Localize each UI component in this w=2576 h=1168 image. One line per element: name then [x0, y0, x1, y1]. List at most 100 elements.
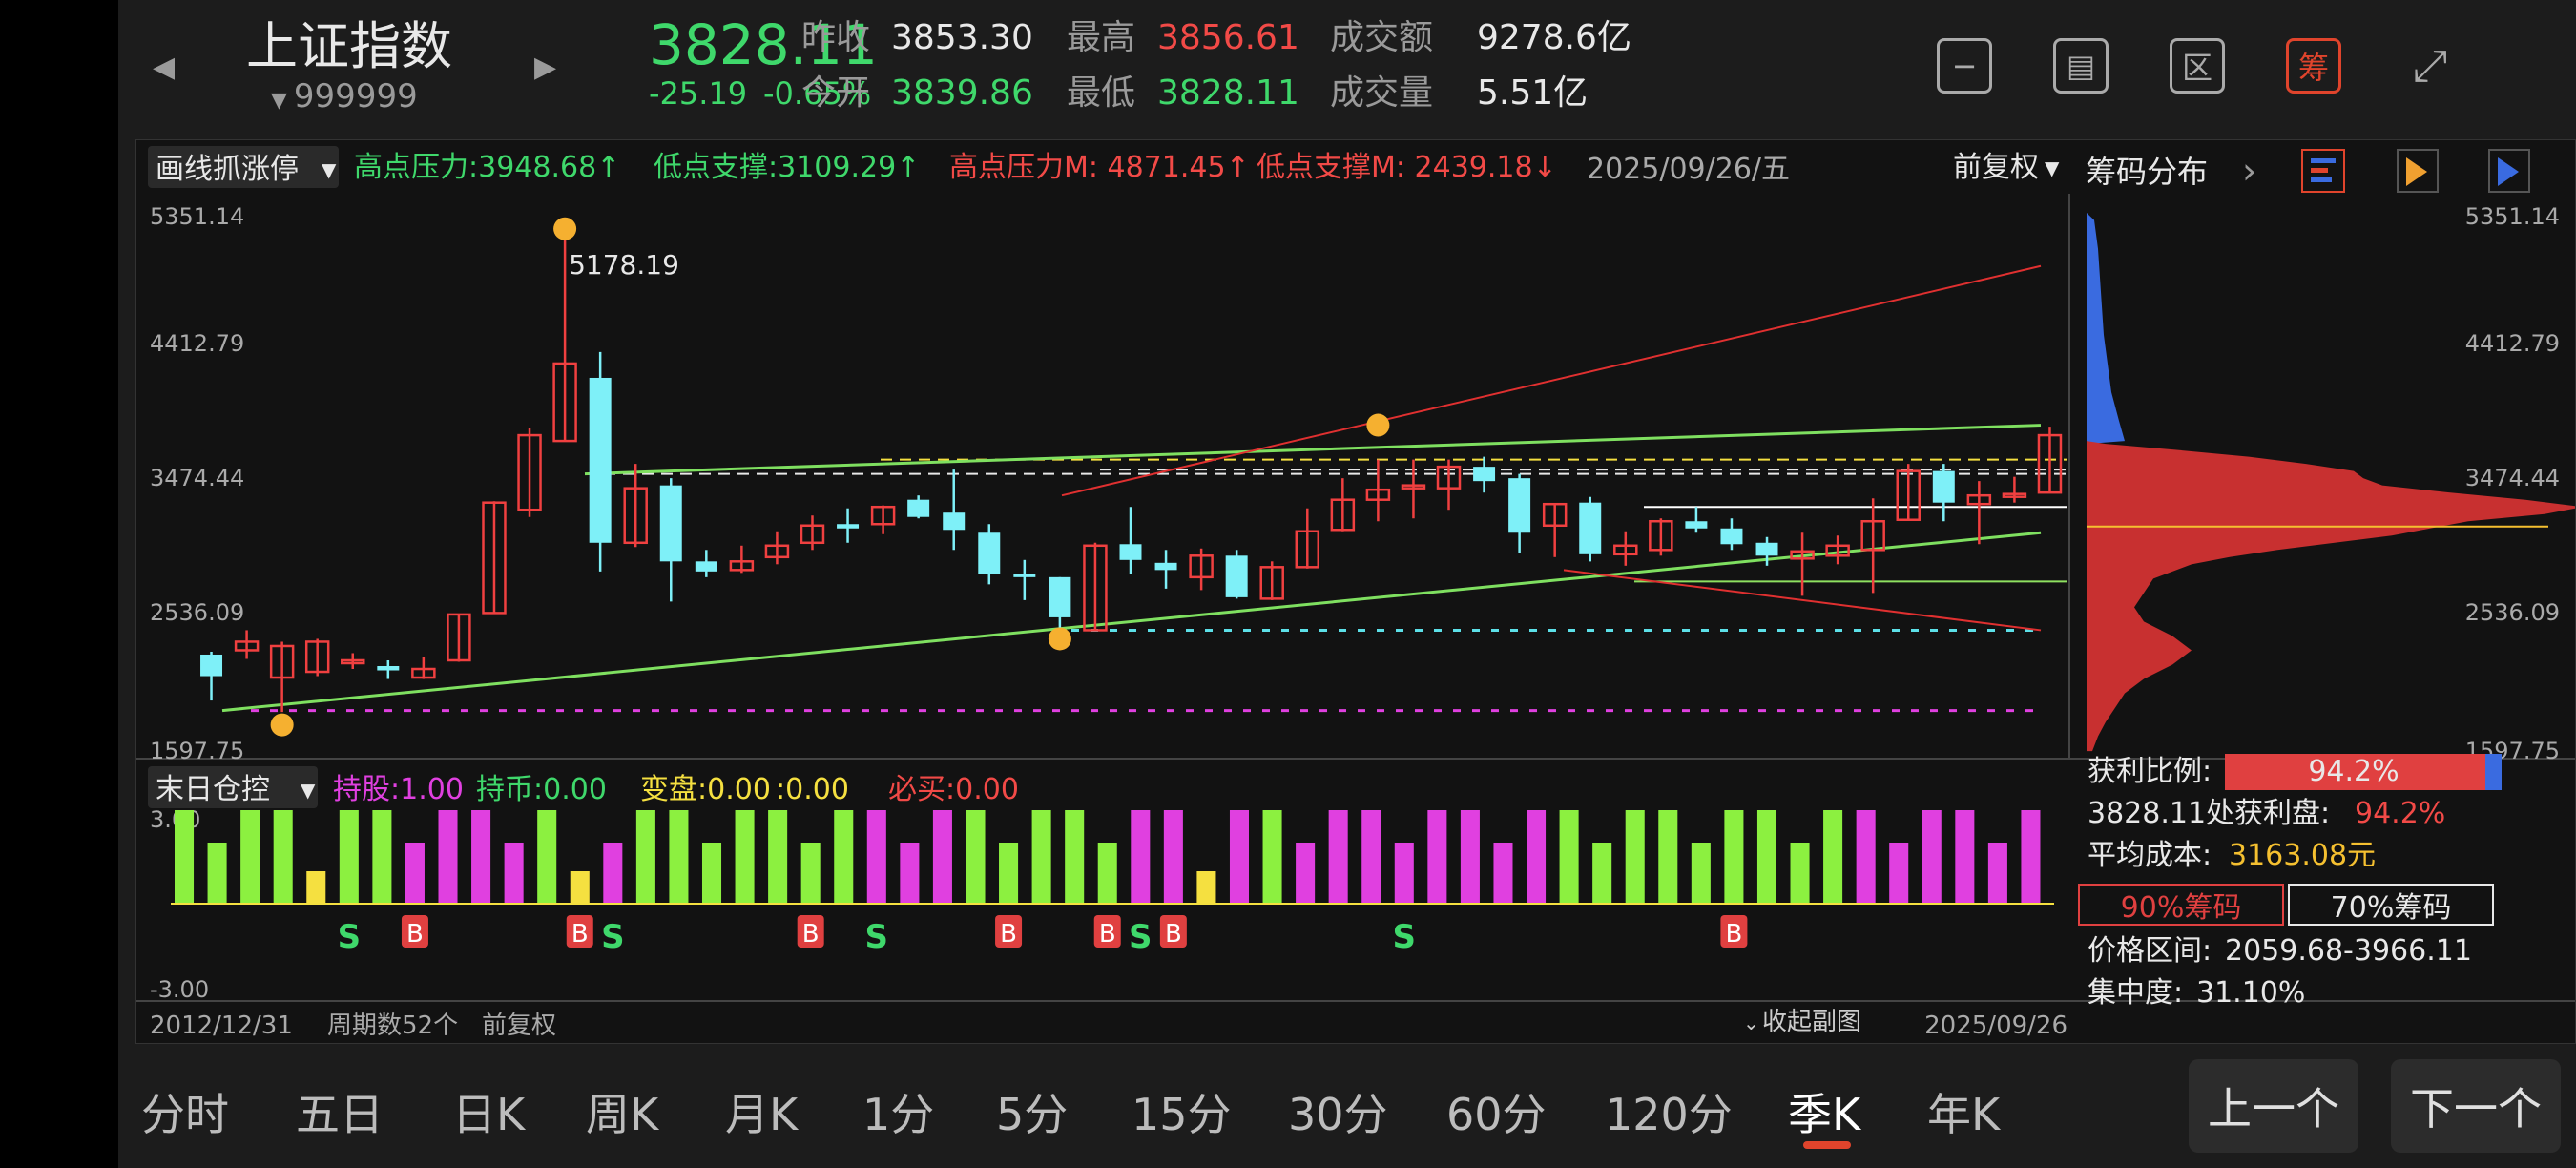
candle-body	[1966, 493, 1992, 506]
sell-signal-letter: S	[1129, 918, 1153, 956]
sell-signal-letter: S	[865, 918, 889, 956]
profit-ratio-fill	[2225, 754, 2486, 790]
red-down-trendline	[1563, 569, 2042, 632]
tab-6[interactable]: 5分	[996, 1089, 1069, 1140]
high-value: 3856.61	[1157, 18, 1299, 57]
next-stock-arrow-icon[interactable]: ▶	[534, 51, 557, 84]
concentration-label: 集中度:	[2088, 976, 2184, 1010]
chip-mode-fire-icon[interactable]	[2397, 149, 2439, 193]
tab-0[interactable]: 分时	[141, 1089, 229, 1140]
position-bar	[175, 810, 195, 904]
tab-11[interactable]: 季K	[1788, 1089, 1861, 1140]
chip-expand-arrow-icon[interactable]: ›	[2242, 150, 2257, 192]
position-bar	[1724, 810, 1744, 904]
buy-signal-icon	[1159, 915, 1187, 948]
candle-body	[1508, 478, 1531, 533]
position-bar	[999, 843, 1019, 904]
position-bar	[207, 843, 227, 904]
hand-marker-icon	[1048, 627, 1071, 651]
y-tick-3: 2536.09	[150, 599, 244, 626]
position-bar	[1361, 810, 1381, 904]
resistance-trendline	[584, 424, 2042, 476]
kline-chart[interactable]: 画线抓涨停 ▼ 高点压力:3948.68↑ 低点支撑:3109.29↑ 高点压力M: 4…	[136, 140, 2576, 1043]
monitor-icon[interactable]: ▤	[2053, 38, 2109, 94]
buy-signal-letter: B	[1165, 920, 1182, 949]
last-price: 3828.11	[649, 12, 878, 77]
adjust-dropdown-icon: ▼	[2045, 156, 2060, 179]
candle-body	[1330, 498, 1356, 532]
position-bar	[1065, 810, 1085, 904]
hand-marker-icon	[1366, 413, 1390, 437]
y-tick-4: 1597.75	[150, 738, 244, 764]
prev-button[interactable]: 上一个	[2189, 1059, 2358, 1153]
minus-square-icon[interactable]: −	[1937, 38, 1992, 94]
position-bar	[2021, 810, 2041, 904]
sub-legend-0: 持股:1.00	[333, 773, 464, 806]
candle-body	[1649, 519, 1673, 552]
candle-body	[304, 640, 330, 674]
tab-7[interactable]: 15分	[1132, 1089, 1232, 1140]
footer-period-count: 周期数52个	[327, 1012, 458, 1040]
chip-70-tab[interactable]: 70%筹码	[2288, 884, 2494, 926]
buy-signal-icon	[1720, 915, 1748, 948]
candle-body	[2037, 433, 2063, 494]
indicator-select-bg	[148, 146, 339, 188]
rotate-screen-icon[interactable]: ⤢	[2412, 39, 2448, 91]
candle-body	[269, 644, 295, 679]
high-label: 最高	[1067, 18, 1136, 57]
position-bar	[1889, 843, 1909, 904]
chip-red-area	[2087, 441, 2576, 752]
tab-1[interactable]: 五日	[296, 1089, 384, 1140]
chip-title: 筹码分布	[2086, 154, 2209, 190]
chip-mode-bars-icon[interactable]	[2301, 149, 2345, 193]
next-button[interactable]: 下一个	[2391, 1059, 2561, 1153]
active-tab-indicator	[1803, 1141, 1851, 1149]
position-bar	[1756, 810, 1776, 904]
tab-4[interactable]: 月K	[725, 1089, 799, 1140]
position-bar	[405, 843, 425, 904]
candle-body	[552, 362, 577, 443]
region-icon[interactable]: 区	[2170, 38, 2225, 94]
chip-blue-area	[2087, 213, 2125, 445]
price-range-label: 价格区间:	[2088, 934, 2212, 968]
dropdown-arrow-icon: ▼	[271, 89, 294, 113]
sub-indicator-select-bg	[148, 766, 318, 808]
position-bar	[306, 871, 326, 904]
tab-3[interactable]: 周K	[586, 1089, 659, 1140]
tab-9[interactable]: 60分	[1446, 1089, 1547, 1140]
sub-indicator-select: 末日仓控	[156, 773, 270, 806]
chip-mode-blue-icon[interactable]	[2488, 149, 2530, 193]
position-bar	[273, 810, 293, 904]
position-bar	[900, 843, 920, 904]
position-bar	[1658, 810, 1678, 904]
position-bar	[240, 810, 260, 904]
chip-90-tab[interactable]: 90%筹码	[2078, 884, 2284, 926]
candle-body	[978, 532, 1001, 574]
position-bar	[1262, 810, 1282, 904]
indicator-1: 低点支撑:3109.29↑	[654, 151, 920, 184]
position-bar	[768, 810, 788, 904]
candle-body	[341, 658, 365, 665]
candle-body	[1083, 544, 1108, 632]
tab-5[interactable]: 1分	[862, 1089, 935, 1140]
position-bar	[834, 810, 854, 904]
candle-body	[1401, 484, 1426, 490]
app: ◀ 上证指数 ▼ 999999 ▶ 3828.11 -25.19 -0.65% …	[118, 0, 2576, 1168]
candle-body	[695, 561, 717, 572]
candle-body	[729, 560, 755, 572]
hand-marker-icon	[270, 713, 294, 737]
position-bar	[1097, 843, 1117, 904]
candle-body	[764, 544, 790, 559]
tab-12[interactable]: 年K	[1927, 1089, 2001, 1140]
tab-2[interactable]: 日K	[452, 1089, 526, 1140]
stock-code[interactable]: ▼ 999999	[271, 80, 418, 113]
tab-8[interactable]: 30分	[1288, 1089, 1388, 1140]
position-bar	[1559, 810, 1579, 904]
candle-body	[377, 666, 400, 671]
prev-stock-arrow-icon[interactable]: ◀	[153, 51, 176, 84]
footer-end-date: 2025/09/26	[1924, 1012, 2067, 1040]
chip-icon[interactable]: 筹	[2286, 38, 2341, 94]
quote-header: ◀ 上证指数 ▼ 999999 ▶ 3828.11 -25.19 -0.65% …	[118, 0, 2576, 136]
buy-signal-icon	[797, 915, 824, 948]
tab-10[interactable]: 120分	[1605, 1089, 1733, 1140]
